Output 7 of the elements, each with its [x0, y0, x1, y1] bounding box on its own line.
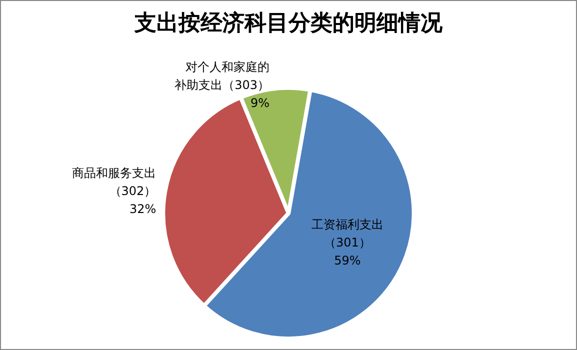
chart-title: 支出按经济科目分类的明细情况: [134, 10, 444, 36]
slice-label: 商品和服务支出（302）: [72, 166, 156, 198]
data-label: 32%: [130, 202, 156, 216]
data-label: 9%: [250, 96, 270, 110]
slice-label: 对个人和家庭的补助支出（303）: [174, 60, 270, 92]
slice-label: 工资福利支出（301）: [311, 217, 384, 250]
data-label: 59%: [334, 253, 361, 268]
